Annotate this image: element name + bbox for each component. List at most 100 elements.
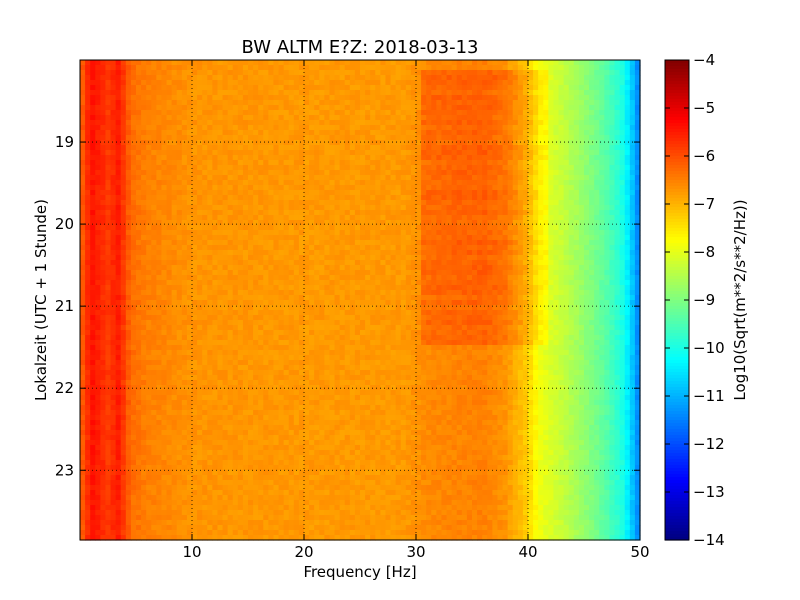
heatmap-cell [559,105,565,111]
heatmap-cell [406,110,412,116]
heatmap-cell [543,270,549,276]
heatmap-cell [289,210,295,216]
heatmap-cell [95,195,101,201]
heatmap-cell [217,135,223,141]
heatmap-cell [441,215,447,221]
heatmap-cell [268,85,274,91]
heatmap-cell [477,80,483,86]
heatmap-cell [197,210,203,216]
heatmap-cell [508,85,514,91]
heatmap-cell [380,260,386,266]
heatmap-cell [594,165,600,171]
heatmap-cell [426,95,432,101]
heatmap-cell [457,85,463,91]
heatmap-cell [472,210,478,216]
heatmap-cell [90,170,96,176]
heatmap-cell [314,125,320,131]
heatmap-cell [462,210,468,216]
heatmap-cell [375,265,381,271]
heatmap-cell [340,155,346,161]
heatmap-cell [406,185,412,191]
heatmap-cell [385,80,391,86]
heatmap-cell [574,155,580,161]
heatmap-cell [584,105,590,111]
heatmap-cell [340,280,346,286]
heatmap-cell [202,75,208,81]
heatmap-cell [146,215,152,221]
heatmap-cell [131,205,137,211]
heatmap-cell [273,205,279,211]
heatmap-cell [111,105,117,111]
heatmap-cell [289,260,295,266]
heatmap-cell [273,65,279,71]
heatmap-cell [482,175,488,181]
heatmap-cell [85,165,91,171]
heatmap-cell [197,65,203,71]
heatmap-cell [156,185,162,191]
heatmap-cell [462,120,468,126]
heatmap-cell [167,265,173,271]
heatmap-cell [406,95,412,101]
heatmap-cell [436,145,442,151]
heatmap-cell [268,230,274,236]
heatmap-cell [513,115,519,121]
heatmap-cell [324,150,330,156]
heatmap-cell [258,245,264,251]
heatmap-cell [508,215,514,221]
heatmap-cell [95,80,101,86]
heatmap-cell [85,215,91,221]
heatmap-cell [100,180,106,186]
heatmap-cell [116,135,122,141]
heatmap-cell [594,245,600,251]
heatmap-cell [441,135,447,141]
heatmap-cell [548,255,554,261]
heatmap-cell [304,130,310,136]
heatmap-cell [599,275,605,281]
heatmap-cell [309,90,315,96]
heatmap-cell [111,115,117,121]
heatmap-cell [182,70,188,76]
heatmap-cell [85,195,91,201]
heatmap-cell [192,230,198,236]
heatmap-cell [543,125,549,131]
heatmap-cell [340,70,346,76]
heatmap-cell [350,80,356,86]
heatmap-cell [141,185,147,191]
heatmap-cell [584,120,590,126]
heatmap-cell [197,250,203,256]
heatmap-cell [574,185,580,191]
heatmap-cell [319,110,325,116]
heatmap-cell [467,205,473,211]
heatmap-cell [401,195,407,201]
heatmap-cell [279,60,285,66]
heatmap-cell [513,210,519,216]
heatmap-cell [284,90,290,96]
heatmap-cell [380,135,386,141]
heatmap-cell [304,160,310,166]
heatmap-cell [569,65,575,71]
heatmap-cell [319,60,325,66]
heatmap-cell [441,280,447,286]
heatmap-cell [355,70,361,76]
heatmap-cell [329,280,335,286]
heatmap-cell [431,210,437,216]
heatmap-cell [309,235,315,241]
heatmap-cell [151,65,157,71]
heatmap-cell [350,270,356,276]
heatmap-cell [548,170,554,176]
heatmap-cell [426,265,432,271]
heatmap-cell [309,105,315,111]
heatmap-cell [131,210,137,216]
heatmap-cell [391,195,397,201]
heatmap-cell [477,260,483,266]
heatmap-cell [630,180,636,186]
heatmap-cell [411,265,417,271]
heatmap-cell [284,170,290,176]
heatmap-cell [345,70,351,76]
heatmap-cell [355,115,361,121]
heatmap-cell [365,245,371,251]
heatmap-cell [553,260,559,266]
heatmap-cell [441,60,447,66]
heatmap-cell [569,260,575,266]
heatmap-cell [167,200,173,206]
